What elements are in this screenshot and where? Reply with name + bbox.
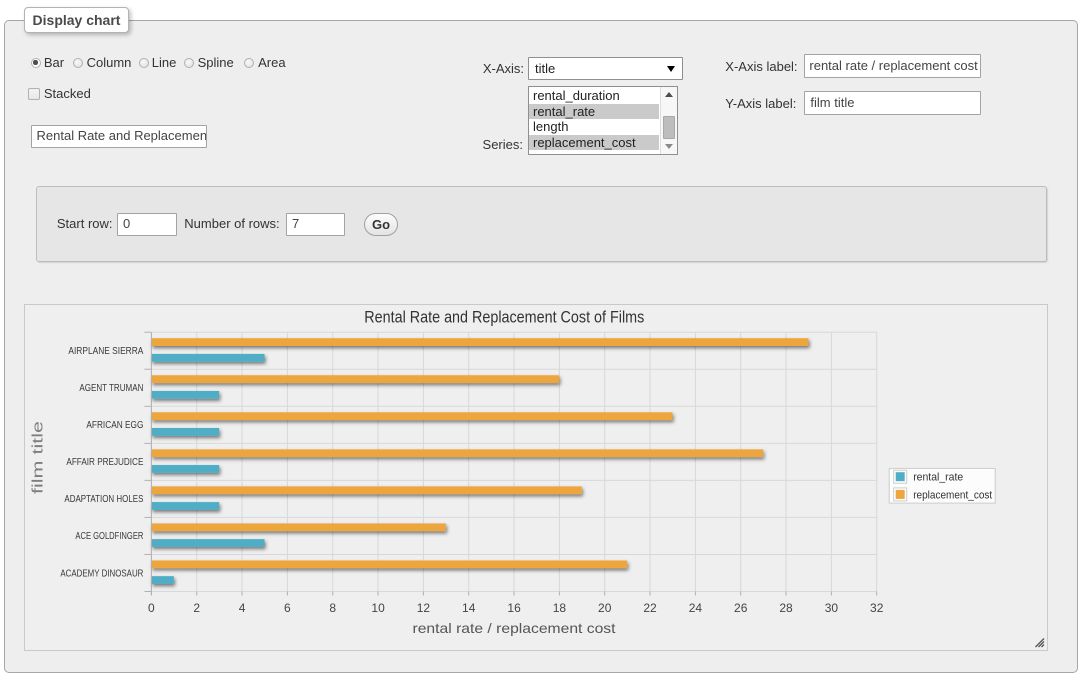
svg-text:AGENT TRUMAN: AGENT TRUMAN (79, 383, 143, 394)
svg-text:10: 10 (371, 601, 385, 615)
svg-text:film title: film title (30, 421, 47, 494)
svg-text:4: 4 (239, 601, 246, 615)
svg-text:Rental Rate and Replacement Co: Rental Rate and Replacement Cost of Film… (364, 308, 644, 327)
svg-text:24: 24 (689, 601, 703, 615)
svg-text:replacement_cost: replacement_cost (913, 489, 992, 501)
svg-text:AIRPLANE SIERRA: AIRPLANE SIERRA (68, 346, 143, 357)
svg-text:rental_rate: rental_rate (913, 472, 963, 484)
svg-text:8: 8 (329, 601, 336, 615)
svg-text:2: 2 (193, 601, 200, 615)
svg-text:26: 26 (734, 601, 748, 615)
svg-text:22: 22 (643, 601, 657, 615)
svg-text:30: 30 (825, 601, 839, 615)
svg-text:AFFAIR PREJUDICE: AFFAIR PREJUDICE (66, 457, 143, 468)
svg-text:14: 14 (462, 601, 476, 615)
svg-text:32: 32 (870, 601, 884, 615)
svg-text:12: 12 (417, 601, 431, 615)
svg-text:16: 16 (507, 601, 521, 615)
svg-text:ADAPTATION HOLES: ADAPTATION HOLES (64, 494, 143, 505)
svg-text:AFRICAN EGG: AFRICAN EGG (86, 420, 143, 431)
svg-text:6: 6 (284, 601, 291, 615)
svg-text:0: 0 (148, 601, 155, 615)
svg-text:28: 28 (779, 601, 793, 615)
svg-text:20: 20 (598, 601, 612, 615)
svg-text:ACADEMY DINOSAUR: ACADEMY DINOSAUR (60, 568, 143, 579)
svg-text:rental rate / replacement cost: rental rate / replacement cost (413, 620, 616, 636)
svg-text:ACE GOLDFINGER: ACE GOLDFINGER (75, 531, 143, 542)
svg-text:18: 18 (553, 601, 567, 615)
